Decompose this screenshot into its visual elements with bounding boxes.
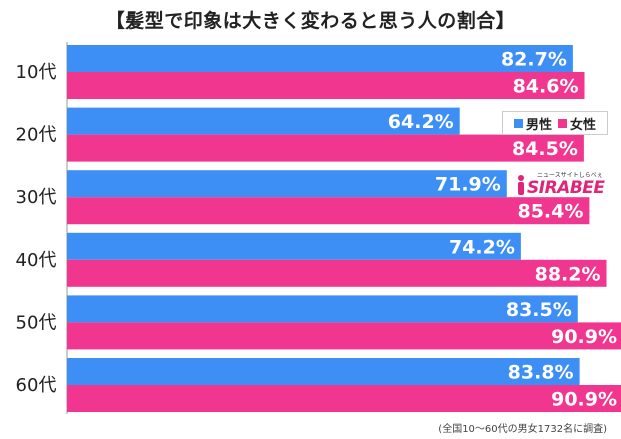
data-label: 64.2% xyxy=(388,111,454,133)
legend: 男性 女性 xyxy=(502,111,608,135)
legend-swatch-male xyxy=(513,118,523,128)
legend-label-male: 男性 xyxy=(525,117,552,133)
data-label: 82.7% xyxy=(501,49,567,71)
category-label: 40代 xyxy=(16,250,57,271)
data-label: 71.9% xyxy=(435,174,501,196)
bar xyxy=(67,170,507,198)
bar xyxy=(67,259,607,287)
logo-text: SIRABEE xyxy=(527,178,605,198)
legend-item-male: 男性 xyxy=(513,114,552,133)
bar xyxy=(67,197,590,225)
data-label: 90.9% xyxy=(551,326,617,348)
chart-title: 【髪型で印象は大きく変わると思う人の割合】 xyxy=(105,10,516,32)
data-label: 84.5% xyxy=(512,138,578,160)
bar xyxy=(67,45,573,72)
data-label: 90.9% xyxy=(551,389,617,411)
category-label: 20代 xyxy=(16,125,57,146)
category-label: 50代 xyxy=(16,312,57,333)
legend-swatch-female xyxy=(558,118,567,128)
sirabee-logo: ニュースサイトしらべぇ SIRABEE xyxy=(515,170,607,200)
category-label: 60代 xyxy=(16,375,57,396)
bar xyxy=(67,295,578,323)
bar xyxy=(67,72,585,99)
legend-item-female: 女性 xyxy=(558,114,596,133)
bar xyxy=(67,107,460,135)
logo-subtext: ニュースサイトしらべぇ xyxy=(537,172,603,179)
data-label: 74.2% xyxy=(449,236,515,258)
bar xyxy=(67,385,621,412)
data-label: 84.6% xyxy=(513,76,579,98)
data-label: 85.4% xyxy=(517,201,583,223)
category-label: 30代 xyxy=(16,187,57,208)
data-label: 83.5% xyxy=(506,299,572,321)
footnote: (全国10〜60代の男女1732名に調査) xyxy=(438,424,607,435)
category-label: 10代 xyxy=(16,62,57,83)
logo-mark-icon xyxy=(518,175,524,195)
data-label: 83.8% xyxy=(508,362,574,384)
legend-label-female: 女性 xyxy=(570,117,597,133)
bar xyxy=(67,232,521,260)
bar xyxy=(67,358,580,385)
bars-group: 10代 82.7% 84.6% 20代 64.2% 84.5% 30代 71.9% 85.4% 4… xyxy=(16,45,621,412)
bar xyxy=(67,134,584,162)
data-label: 88.2% xyxy=(535,263,601,285)
bar xyxy=(67,322,621,350)
